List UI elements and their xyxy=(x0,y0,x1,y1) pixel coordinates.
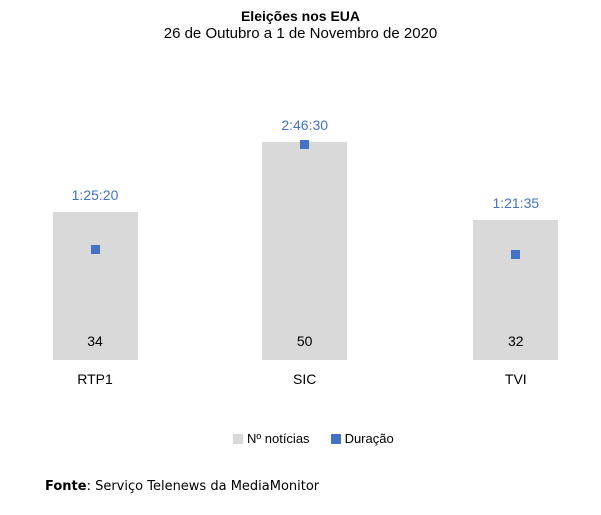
chart-title: Eleições nos EUA xyxy=(240,8,361,24)
category-label-sic: SIC xyxy=(293,371,317,387)
legend-label: Duração xyxy=(344,431,394,446)
source-label: Fonte xyxy=(45,479,87,494)
value-label-tvi: 32 xyxy=(508,333,524,349)
value-label-sic: 50 xyxy=(296,333,313,349)
category-label-tvi: TVI xyxy=(504,371,527,387)
bar-tvi xyxy=(473,220,559,360)
legend-item-duracao: Duração xyxy=(330,431,394,446)
value-label-rtp1: 34 xyxy=(87,333,103,349)
legend-item-noticias: Nº notícias xyxy=(233,432,310,446)
duration-label-tvi: 1:21:35 xyxy=(492,195,540,212)
legend-label: Nº notícias xyxy=(247,431,310,446)
bar-rtp1 xyxy=(52,211,138,360)
chart-subtitle: 26 de Outubro a 1 de Novembro de 2020 xyxy=(163,25,438,42)
source-note: Fonte: Serviço Telenews da MediaMonitor xyxy=(45,479,319,495)
legend-swatch-icon xyxy=(233,434,243,444)
legend: Nº notícias Duração xyxy=(233,432,394,446)
duration-marker-sic xyxy=(300,139,310,149)
duration-marker-rtp1 xyxy=(90,244,100,254)
legend-swatch-icon xyxy=(330,434,341,444)
duration-label-sic: 2:46:30 xyxy=(281,116,329,133)
bar-sic xyxy=(262,141,348,360)
duration-marker-tvi xyxy=(511,249,521,259)
source-text: : Serviço Telenews da MediaMonitor xyxy=(86,479,320,494)
category-label-rtp1: RTP1 xyxy=(77,371,113,387)
duration-label-rtp1: 1:25:20 xyxy=(71,186,119,203)
